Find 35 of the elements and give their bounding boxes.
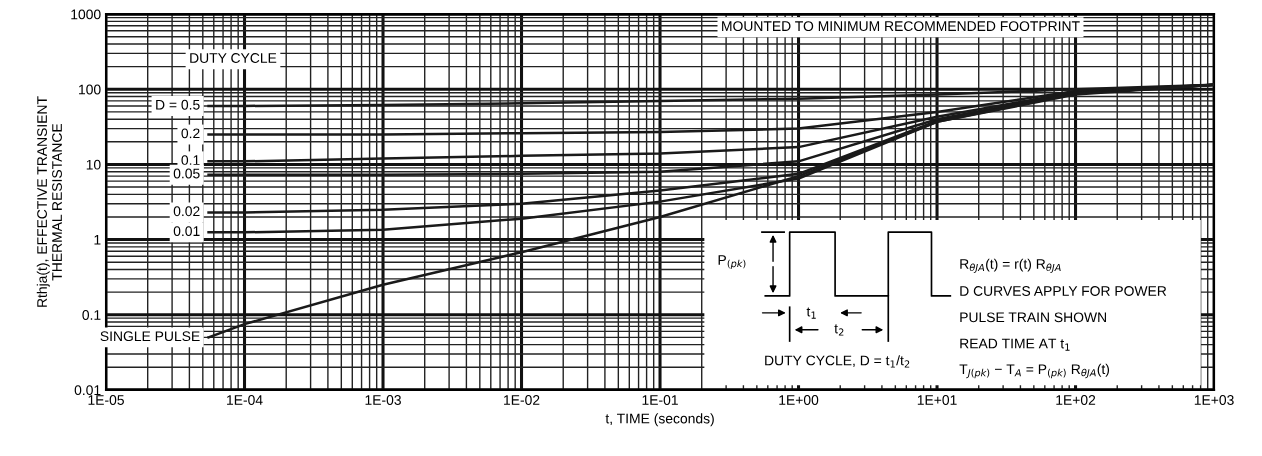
annotation: DUTY CYCLE (190, 53, 277, 63)
x-tick-label: 1E+02 (1056, 395, 1096, 405)
x-tick-label: 1E+01 (917, 395, 957, 405)
annotation: MOUNTED TO MINIMUM RECOMMENDED FOOTPRINT (722, 21, 1080, 32)
series-label: 0.02 (173, 206, 200, 217)
x-tick-label: 1E+03 (1194, 395, 1234, 405)
series-label: 0.05 (173, 168, 200, 179)
series-label: 0.01 (173, 226, 200, 237)
annotation: D CURVES APPLY FOR POWER (960, 286, 1167, 296)
y-axis-title: Rthja(t), EFFECTIVE TRANSIENT THERMAL RESISTANCE (36, 96, 62, 307)
x-tick-label: 1E-04 (227, 395, 263, 405)
x-tick-label: 1E-05 (88, 395, 124, 405)
series-label: 0.2 (181, 128, 200, 139)
y-tick-label: 100 (79, 84, 101, 95)
series-label: SINGLE PULSE (100, 331, 200, 342)
text: T$_{J(pk)}$ − T$_{A}$ = P$_{(pk)}$ R$_{θJA}$(t) (959, 363, 1110, 379)
annotation: DUTY CYCLE, D = t$_{1}$/t$_{2}$ (765, 355, 910, 368)
annotation: t$_{2}$ (834, 324, 844, 336)
y-tick-label: 1 (94, 235, 101, 245)
x-tick-label: 1E-02 (504, 395, 540, 405)
x-tick-label: 1E-03 (365, 395, 401, 405)
y-tick-label: 1000 (71, 9, 101, 20)
x-tick-label: 1E+00 (779, 395, 819, 405)
x-tick-label: 1E-01 (642, 395, 678, 405)
annotation: t$_{1}$ (806, 307, 816, 319)
y-tick-label: 10 (86, 159, 101, 170)
annotation: R$_{θJA}$(t) = r(t) R$_{θJA}$ (960, 258, 1061, 273)
x-axis-title: t, TIME (seconds) (605, 413, 714, 427)
series-label: 0.1 (181, 155, 200, 166)
y-tick-label: 0.01 (74, 385, 101, 396)
annotation: P$_{(pk)}$ (718, 255, 746, 270)
series-label: D = 0.5 (156, 99, 200, 110)
annotation: READ TIME AT t$_{1}$ (960, 338, 1070, 351)
y-tick-label: 0.1 (82, 310, 101, 320)
annotation: PULSE TRAIN SHOWN (960, 312, 1106, 323)
